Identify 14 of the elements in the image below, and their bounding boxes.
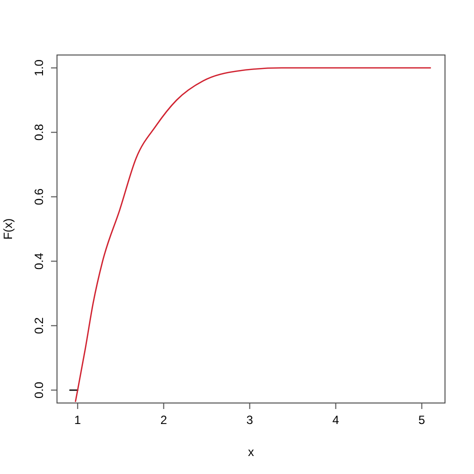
y-tick-label: 0.8 xyxy=(32,124,46,141)
y-tick-label: 0.6 xyxy=(32,188,46,206)
y-tick-label: 0.4 xyxy=(32,252,46,270)
y-tick-label: 0.2 xyxy=(32,317,46,334)
x-tick-label: 2 xyxy=(160,413,168,427)
y-axis-title: F(x) xyxy=(1,218,15,240)
x-tick-label: 3 xyxy=(246,413,254,427)
x-tick-label: 5 xyxy=(418,413,426,427)
x-axis-title: x xyxy=(248,445,254,459)
x-tick-label: 1 xyxy=(74,413,82,427)
x-tick-label: 4 xyxy=(332,413,340,427)
y-tick-label: 0.0 xyxy=(32,381,46,398)
y-tick-label: 1.0 xyxy=(32,59,46,76)
line-series xyxy=(74,67,432,402)
